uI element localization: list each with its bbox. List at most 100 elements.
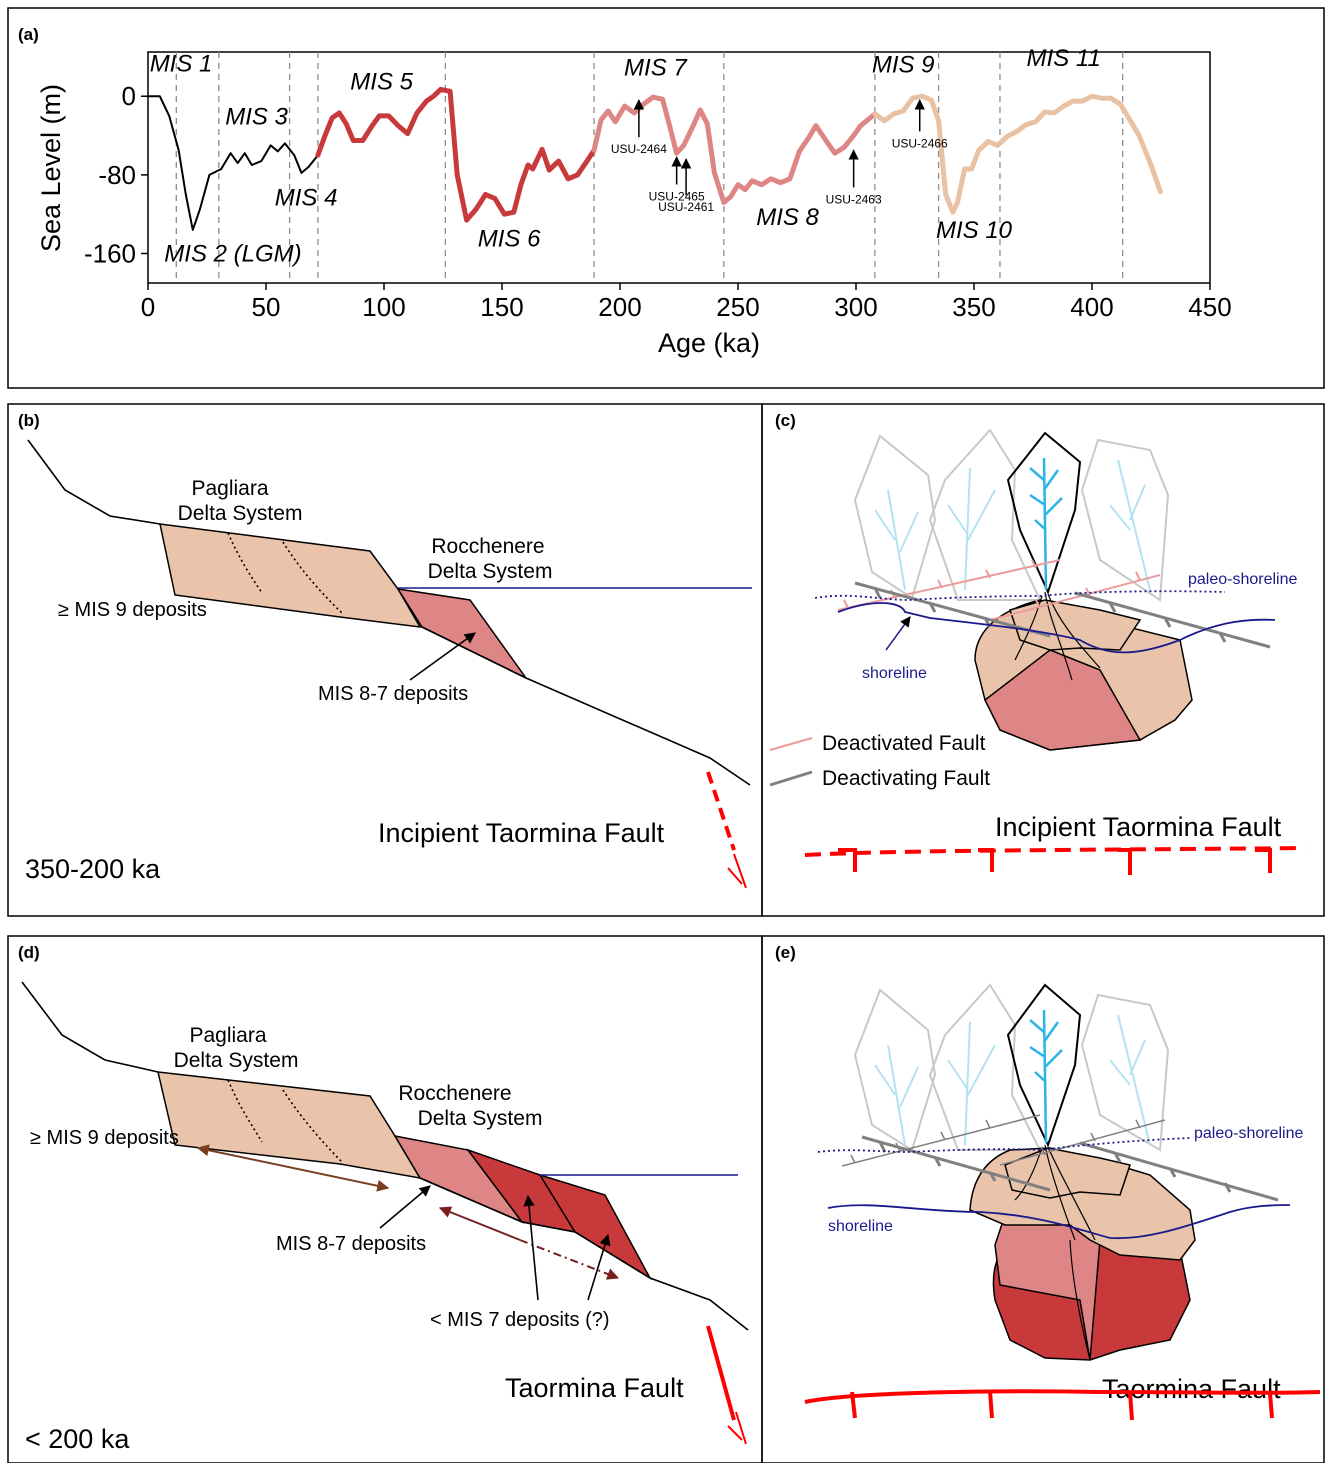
panel-b: (b) Pagliara Delta System Rocchenere Delta…: [7, 403, 763, 917]
streams-active: [1029, 457, 1063, 591]
fan-inner: [1009, 599, 1142, 651]
panel-e-frame: [761, 935, 1325, 1463]
mis7-arrow-1: [523, 1194, 539, 1301]
stage-label: MIS 7: [624, 55, 688, 82]
stage-boundaries: [175, 52, 1124, 283]
streams-faded: [874, 1014, 1151, 1146]
shoreline-label: shoreline: [828, 1218, 893, 1235]
paleo-shoreline: [817, 1137, 1191, 1153]
deactivating-faults: [854, 581, 1271, 649]
panel-b-label: (b): [18, 411, 40, 430]
legend-deactivating-swatch: [769, 770, 813, 787]
profile-upper: [21, 981, 159, 1073]
sample-label: USU-2461: [658, 200, 714, 214]
fault-label: Incipient Taormina Fault: [378, 818, 665, 848]
panel-d: (d) Pagliara Delta System Rocchenere Delta…: [7, 935, 763, 1463]
legend-deactivating: Deactivating Fault: [822, 767, 990, 790]
catchment-faded: [928, 983, 1042, 1151]
sample-label: USU-2465: [649, 189, 705, 203]
age-label: < 200 ka: [25, 1424, 130, 1454]
rocchenere-deposit: [396, 588, 527, 679]
rocchenere-label: Rocchenere Delta System: [428, 535, 553, 583]
mis7-label: < MIS 7 deposits (?): [430, 1309, 610, 1331]
fault-label: Incipient Taormina Fault: [995, 812, 1282, 842]
x-tick-label: 400: [1070, 292, 1113, 322]
x-tick-label: 250: [716, 292, 759, 322]
series-line: [315, 86, 597, 223]
y-tick-label: -160: [84, 239, 136, 269]
x-tick-label: 150: [480, 292, 523, 322]
paleo-shoreline-label: paleo-shoreline: [1194, 1125, 1304, 1142]
panel-e-label: (e): [775, 943, 796, 962]
panel-e: (e) paleo-shoreline shoreline Taormina F…: [761, 935, 1325, 1463]
fault-ticks: [838, 848, 1272, 875]
panel-c-frame: [761, 403, 1325, 917]
fault-trace: [804, 846, 1306, 857]
pagliara-deposit: [157, 1071, 422, 1180]
paleo-shoreline: [814, 590, 1226, 601]
x-tick-label: 450: [1188, 292, 1231, 322]
panel-a-label: (a): [18, 25, 39, 44]
panel-a-frame: [7, 7, 1325, 389]
mis87-arrow: [409, 632, 476, 681]
age-label: 350-200 ka: [25, 854, 161, 884]
shoreline: [827, 1204, 1291, 1240]
stage-label: MIS 4: [275, 184, 338, 211]
series-line: [147, 95, 319, 231]
profile-lower: [421, 626, 751, 786]
fault-trace: [804, 1389, 1321, 1404]
catchment-faded: [853, 434, 937, 600]
stage-label: MIS 11: [1027, 45, 1101, 72]
fan-channels: [1014, 1144, 1096, 1361]
catchment-faded: [928, 428, 1042, 601]
x-tick-label: 0: [141, 292, 155, 322]
fault-ticks: [850, 1390, 1274, 1421]
pagliara-label: Pagliara Delta System: [178, 477, 303, 525]
plot-area: [147, 51, 1211, 284]
mis9-extent-arrow: [196, 1144, 390, 1192]
catchment-faded: [853, 988, 937, 1152]
streams-faded: [874, 459, 1151, 591]
mis9-label: ≥ MIS 9 deposits: [58, 599, 207, 621]
panel-c: (c) paleo-shoreline shoreline Deactivate…: [761, 403, 1325, 917]
rocchenere-label: Rocchenere Delta System: [398, 1082, 542, 1130]
streams-active: [1029, 1009, 1063, 1144]
y-axis-label: Sea Level (m): [36, 84, 66, 252]
series-line: [872, 93, 1163, 215]
sample-label: USU-2466: [892, 136, 948, 150]
fault-trace: [706, 1325, 736, 1421]
y-tick-label: 0: [122, 81, 136, 111]
stage-label: MIS 8: [756, 204, 819, 231]
stage-label: MIS 10: [936, 217, 1013, 244]
stage-label: MIS 2 (LGM): [164, 240, 301, 267]
catchment-active: [1006, 983, 1082, 1148]
fault-arrow: [727, 1411, 747, 1445]
catchment-faded: [1080, 438, 1170, 602]
deactivating-faults: [861, 1135, 1279, 1202]
profile-lower: [419, 1177, 749, 1331]
fault-label: Taormina Fault: [505, 1373, 684, 1403]
sample-label: USU-2464: [611, 142, 667, 156]
shoreline-arrow: [885, 616, 911, 651]
y-tick-label: -80: [98, 160, 136, 190]
catchment-active: [1006, 431, 1082, 595]
x-tick-label: 200: [598, 292, 641, 322]
stage-label: MIS 9: [872, 52, 935, 79]
young-extent-arrow-solid: [438, 1206, 521, 1241]
fault-arrow: [727, 853, 747, 889]
x-tick-label: 350: [952, 292, 995, 322]
fault-trace: [706, 771, 736, 851]
pagliara-label: Pagliara Delta System: [174, 1024, 299, 1072]
catchment-faded: [1080, 993, 1170, 1152]
mis9-label: ≥ MIS 9 deposits: [30, 1127, 179, 1149]
mis87-label: MIS 8-7 deposits: [276, 1233, 426, 1255]
paleo-shoreline-label: paleo-shoreline: [1188, 571, 1298, 588]
x-axis-ticks: 0 50 100 150 200 250 300 350 400 450: [141, 283, 1232, 322]
stage-label: MIS 5: [350, 68, 413, 95]
legend-deactivated: Deactivated Fault: [822, 732, 986, 755]
x-tick-label: 50: [252, 292, 281, 322]
shoreline-label: shoreline: [862, 665, 927, 682]
